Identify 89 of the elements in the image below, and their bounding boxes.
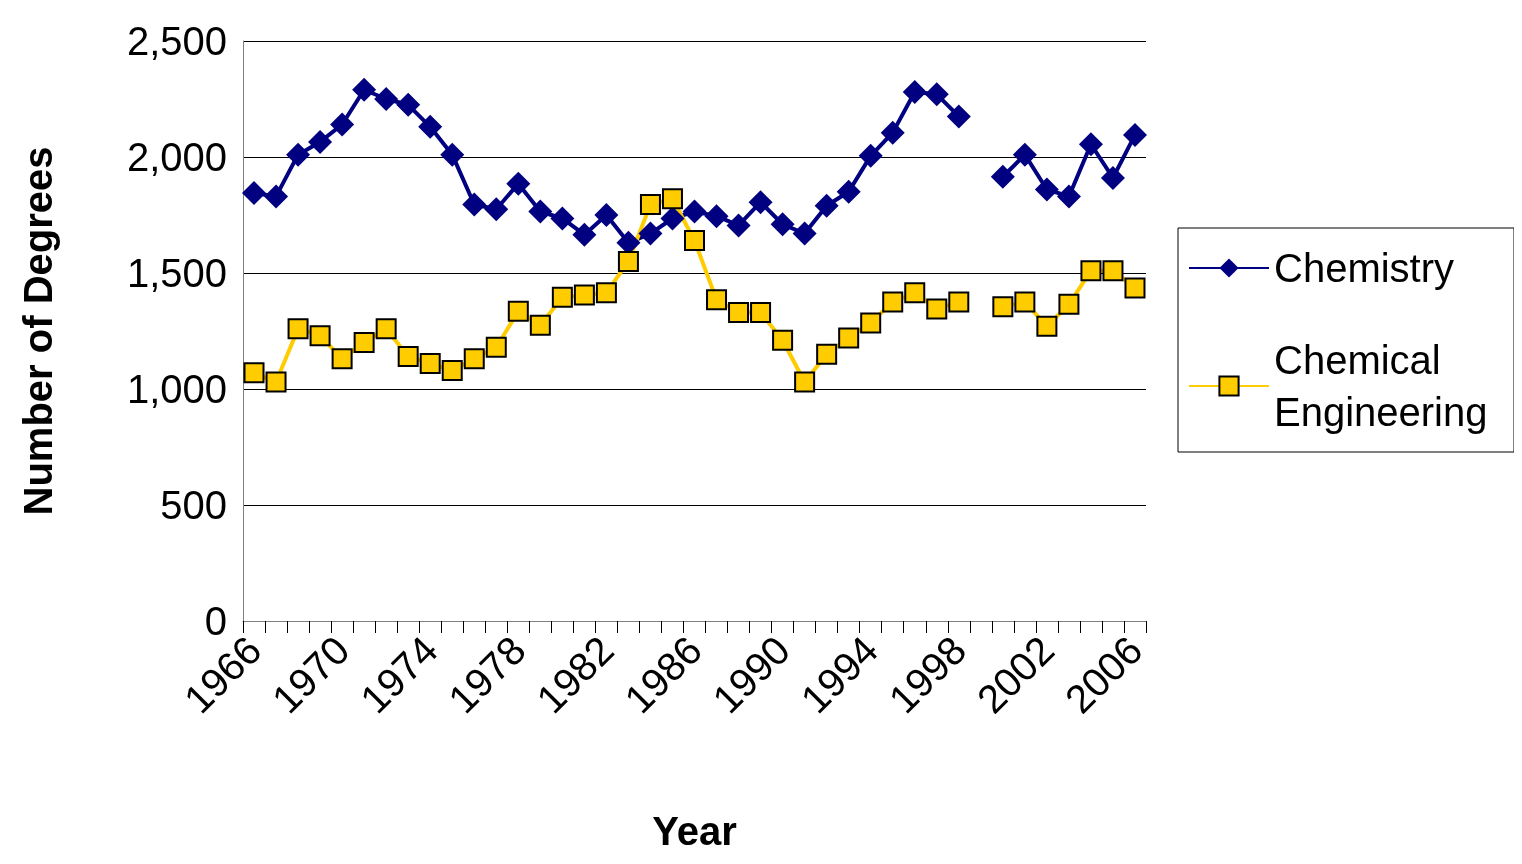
point xyxy=(418,114,443,139)
point xyxy=(882,291,904,313)
point xyxy=(1014,291,1036,313)
point xyxy=(265,371,287,393)
point xyxy=(770,212,795,237)
x-axis-title: Year xyxy=(652,809,737,853)
point xyxy=(860,312,882,334)
point xyxy=(946,104,971,129)
point xyxy=(948,291,970,313)
point xyxy=(858,143,883,168)
point xyxy=(772,329,794,351)
point xyxy=(902,80,927,105)
point xyxy=(308,129,333,154)
point xyxy=(397,346,419,368)
legend-label: Chemistry xyxy=(1274,246,1455,290)
point xyxy=(816,343,838,365)
point xyxy=(243,362,265,384)
point xyxy=(484,197,509,222)
point xyxy=(661,188,683,210)
point xyxy=(550,206,575,231)
point xyxy=(375,318,397,340)
legend-label: Chemical Engineering xyxy=(1274,338,1488,434)
point xyxy=(419,352,441,374)
point xyxy=(836,179,861,204)
point xyxy=(506,171,531,196)
point xyxy=(1080,260,1102,282)
point xyxy=(880,120,905,145)
point xyxy=(242,180,267,205)
point xyxy=(1058,293,1080,315)
point xyxy=(286,142,311,167)
point xyxy=(926,298,948,320)
point xyxy=(551,286,573,308)
point xyxy=(639,194,661,216)
point xyxy=(990,164,1015,189)
point xyxy=(684,230,705,252)
point xyxy=(638,221,663,246)
point xyxy=(617,250,639,272)
point xyxy=(748,190,773,215)
point xyxy=(682,199,707,224)
point xyxy=(1036,315,1058,337)
point xyxy=(794,371,816,393)
point xyxy=(750,301,772,323)
point xyxy=(1102,260,1124,282)
y-tick-label: 1,500 xyxy=(126,251,227,295)
point xyxy=(1034,177,1059,202)
point xyxy=(1012,142,1037,167)
point xyxy=(660,206,685,231)
point xyxy=(594,203,619,227)
point xyxy=(595,282,617,304)
point xyxy=(1056,184,1081,209)
point xyxy=(706,289,728,311)
point xyxy=(992,296,1014,318)
y-tick-label: 2,500 xyxy=(126,19,227,63)
point xyxy=(792,221,817,246)
y-tick-label: 0 xyxy=(204,599,227,643)
point xyxy=(287,318,309,340)
point xyxy=(1122,122,1147,147)
point xyxy=(1078,132,1103,157)
point xyxy=(924,82,949,107)
point xyxy=(441,359,463,381)
point xyxy=(352,77,377,102)
y-axis-title: Number of Degrees xyxy=(16,146,60,516)
point xyxy=(728,301,750,323)
y-tick-label: 1,000 xyxy=(126,367,227,411)
point xyxy=(814,193,839,218)
point xyxy=(1100,165,1125,190)
point xyxy=(507,300,529,322)
point xyxy=(904,282,926,304)
point xyxy=(572,222,597,247)
point xyxy=(353,332,375,354)
point xyxy=(463,348,485,370)
point xyxy=(573,284,595,306)
point xyxy=(528,199,553,224)
point xyxy=(331,348,353,370)
point xyxy=(330,112,355,137)
point xyxy=(309,325,331,347)
point xyxy=(529,314,551,336)
point xyxy=(396,92,421,117)
point xyxy=(726,213,751,238)
point xyxy=(440,142,465,167)
point xyxy=(1124,277,1146,299)
y-tick-label: 2,000 xyxy=(126,135,227,179)
point xyxy=(264,184,289,209)
point xyxy=(838,327,860,349)
point xyxy=(374,87,399,111)
point xyxy=(485,336,507,358)
point xyxy=(704,204,729,229)
y-tick-label: 500 xyxy=(160,483,227,527)
point xyxy=(462,192,487,217)
